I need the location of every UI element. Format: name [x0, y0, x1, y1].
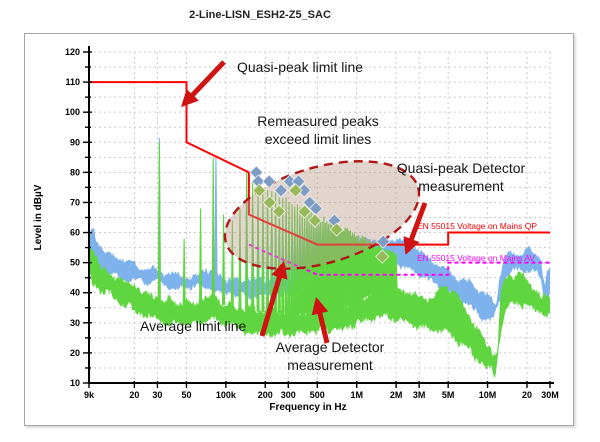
svg-text:20: 20 — [70, 348, 80, 358]
axes: 10 20 30 40 50 60 70 80 90 100 110 120 9k 20 30 50 100k 2… — [33, 46, 559, 413]
svg-text:50: 50 — [70, 258, 80, 268]
svg-text:2M: 2M — [390, 390, 403, 400]
svg-text:100: 100 — [65, 107, 80, 117]
svg-text:9k: 9k — [84, 390, 95, 400]
svg-text:300: 300 — [281, 390, 296, 400]
annotation-text: Average limit line — [140, 318, 247, 334]
annotation-arrows — [181, 60, 428, 344]
svg-text:1M: 1M — [350, 390, 363, 400]
svg-text:3M: 3M — [413, 390, 426, 400]
svg-text:70: 70 — [70, 197, 80, 207]
annotation-text: Quasi-peak limit line — [237, 59, 364, 75]
svg-text:20: 20 — [129, 390, 139, 400]
chart-title: 2-Line-LISN_ESH2-Z5_SAC — [189, 9, 331, 21]
svg-text:500: 500 — [310, 390, 325, 400]
svg-text:10: 10 — [70, 378, 80, 388]
svg-text:90: 90 — [70, 137, 80, 147]
svg-text:60: 60 — [70, 228, 80, 238]
annotation-text-line2: measurement — [287, 357, 373, 374]
av-limit-line — [248, 243, 550, 276]
svg-text:5M: 5M — [442, 390, 455, 400]
curve-labels: EN 55015 Voltage on Mains QP EN 55015 Vol… — [417, 221, 537, 263]
svg-text:Level in dBµV: Level in dBµV — [33, 184, 44, 250]
svg-text:30M: 30M — [541, 390, 559, 400]
svg-text:20: 20 — [522, 390, 532, 400]
av-remeasured-markers — [252, 183, 390, 264]
annotation-text-line2: exceed limit lines — [264, 131, 372, 148]
svg-text:40: 40 — [70, 288, 80, 298]
qp-remeasured-markers — [249, 165, 391, 249]
svg-text:30: 30 — [70, 318, 80, 328]
svg-text:EN 55015 Voltage on Mains QP: EN 55015 Voltage on Mains QP — [417, 221, 537, 231]
svg-text:50: 50 — [181, 390, 191, 400]
annotation-average-detector: Average Detector measurement — [276, 338, 385, 375]
svg-text:100k: 100k — [216, 390, 237, 400]
annotation-quasi-peak-detector: Quasi-peak Detector measurement — [397, 159, 525, 196]
highlight-ellipse — [223, 160, 421, 270]
svg-text:200: 200 — [258, 390, 273, 400]
annotation-quasi-peak-limit-line: Quasi-peak limit line — [237, 58, 363, 76]
svg-text:Frequency in Hz: Frequency in Hz — [269, 402, 346, 413]
svg-text:30: 30 — [152, 390, 162, 400]
annotation-text-line2: measurement — [418, 178, 504, 195]
annotation-text-line1: Quasi-peak Detector — [396, 160, 526, 176]
svg-text:EN 55015 Voltage on Mains AV: EN 55015 Voltage on Mains AV — [417, 253, 535, 263]
svg-text:110: 110 — [65, 77, 80, 87]
svg-text:10M: 10M — [479, 390, 497, 400]
annotation-remeasured-peaks: Remeasured peaks exceed limit lines — [257, 112, 378, 149]
svg-text:80: 80 — [70, 167, 80, 177]
svg-text:120: 120 — [65, 47, 80, 57]
annotation-average-limit-line: Average limit line — [140, 317, 246, 335]
annotation-text-line1: Remeasured peaks — [257, 113, 379, 129]
annotation-text-line1: Average Detector — [275, 339, 385, 355]
